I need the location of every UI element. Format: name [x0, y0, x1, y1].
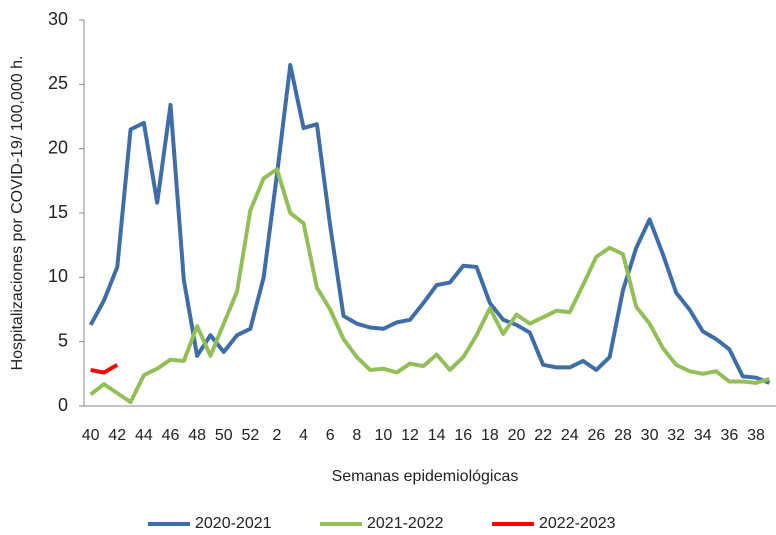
x-axis-title: Semanas epidemiológicas — [332, 468, 519, 485]
y-axis-title: Hospitalizaciones por COVID-19/ 100,000 … — [9, 56, 26, 371]
y-tick-label: 15 — [48, 202, 68, 222]
x-tick-label: 46 — [162, 427, 180, 444]
x-tick-label: 32 — [667, 427, 685, 444]
x-tick-label: 34 — [694, 427, 712, 444]
legend-label: 2021-2022 — [367, 515, 444, 532]
x-tick-label: 24 — [561, 427, 579, 444]
x-tick-label: 8 — [352, 427, 361, 444]
y-tick-label: 10 — [48, 266, 68, 286]
series-line — [90, 363, 119, 375]
legend-label: 2022-2023 — [539, 515, 616, 532]
x-tick-label: 38 — [747, 427, 765, 444]
x-tick-label: 6 — [326, 427, 335, 444]
x-tick-label: 36 — [721, 427, 739, 444]
x-tick-label: 18 — [481, 427, 499, 444]
x-tick-label: 12 — [401, 427, 419, 444]
x-tick-label: 50 — [215, 427, 233, 444]
x-tick-label: 42 — [108, 427, 126, 444]
x-tick-label: 14 — [428, 427, 446, 444]
y-tick-label: 5 — [58, 330, 68, 350]
x-tick-label: 4 — [299, 427, 308, 444]
y-tick-label: 25 — [48, 73, 68, 93]
y-tick-label: 20 — [48, 137, 68, 157]
x-tick-label: 48 — [188, 427, 206, 444]
y-tick-label: 0 — [58, 395, 68, 415]
x-tick-label: 40 — [82, 427, 100, 444]
x-tick-label: 28 — [614, 427, 632, 444]
x-tick-label: 30 — [641, 427, 659, 444]
x-tick-label: 26 — [587, 427, 605, 444]
legend-label: 2020-2021 — [195, 515, 272, 532]
x-tick-label: 2 — [273, 427, 282, 444]
y-tick-label: 30 — [48, 9, 68, 29]
x-tick-label: 10 — [375, 427, 393, 444]
x-tick-label: 20 — [508, 427, 526, 444]
x-tick-label: 16 — [454, 427, 472, 444]
x-tick-label: 44 — [135, 427, 153, 444]
x-tick-label: 22 — [534, 427, 552, 444]
x-tick-label: 52 — [241, 427, 259, 444]
series-line — [89, 167, 770, 405]
